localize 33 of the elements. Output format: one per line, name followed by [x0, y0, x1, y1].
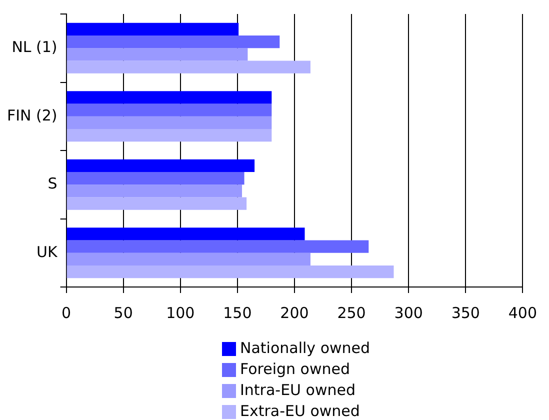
bar [66, 116, 272, 129]
x-tick-label: 150 [223, 304, 252, 322]
bar [66, 91, 272, 104]
x-tick-label: 200 [280, 304, 309, 322]
bar [66, 60, 310, 74]
bar [66, 172, 244, 185]
legend-label: Intra-EU owned [240, 380, 356, 401]
bar [66, 159, 255, 172]
bar [66, 266, 394, 278]
x-tick-label: 400 [508, 304, 538, 322]
bar [66, 36, 280, 48]
legend-label: Foreign owned [240, 359, 350, 380]
bar [66, 252, 310, 266]
x-tick-label: 50 [114, 304, 133, 322]
bar [66, 240, 369, 253]
x-tick-label: 0 [62, 304, 72, 322]
legend-label: Nationally owned [240, 338, 370, 359]
y-tick-label: NL (1) [12, 38, 58, 56]
y-tick-label: S [48, 174, 58, 193]
bar [66, 129, 272, 142]
bar [66, 104, 272, 116]
x-tick-label: 300 [394, 304, 423, 322]
bar [66, 22, 239, 36]
x-tick-label: 350 [451, 304, 480, 322]
bar [66, 48, 248, 61]
bar [66, 184, 242, 198]
legend-label: Extra-EU owned [240, 401, 360, 420]
bar [66, 228, 305, 240]
x-tick-label: 100 [166, 304, 195, 322]
x-tick-label: 250 [337, 304, 366, 322]
y-tick-label: UK [36, 242, 58, 261]
y-tick-label: FIN (2) [6, 106, 58, 124]
bar [66, 197, 247, 210]
